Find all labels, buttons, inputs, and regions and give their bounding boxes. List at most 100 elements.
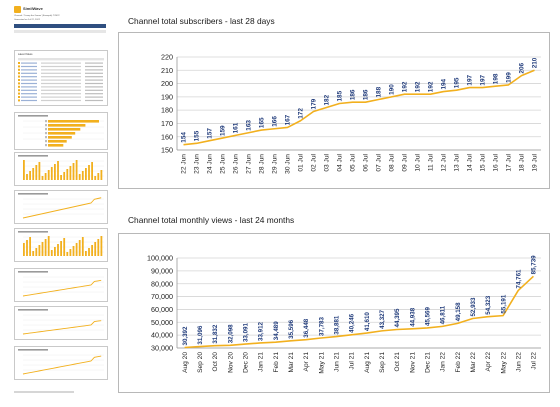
x-tick-label: Oct 20 [212,352,219,372]
x-tick-label: May 22 [500,352,507,374]
chart2-title: Channel total monthly views - last 24 mo… [128,215,295,225]
thumbnail-bar2-svg [18,231,104,256]
thumb-hbar [48,144,64,147]
table-row-values [41,76,81,78]
thumb-label-stub [45,132,47,135]
x-tick-label: Sep 20 [197,352,204,373]
x-tick-label: Aug 20 [182,352,189,373]
table-row-values [41,72,81,74]
data-label: 43,327 [379,309,386,328]
data-label: 185 [337,90,344,101]
thumb-bar [69,166,72,180]
thumb-bar [78,240,81,256]
thumb-title-bar [18,115,48,117]
data-label: 54,323 [485,295,492,314]
thumb-label-stub [45,128,47,131]
data-label: 192 [402,81,409,92]
thumb-bar [66,169,69,180]
thumb-bar [75,160,78,180]
thumbnail-line4-svg [18,349,104,375]
table-row-values [41,79,81,81]
thumb-label-stub [45,120,47,123]
x-tick-label: Jun 22 [515,352,522,372]
table-header-row [18,58,104,61]
table-row-thumb [18,68,20,71]
thumb-bar [29,237,31,256]
x-tick-label: 06 Jul [363,153,370,171]
data-label: 197 [467,74,474,85]
thumb-bar [94,242,97,256]
data-label: 46,811 [440,305,447,324]
table-row-title [21,93,37,95]
x-tick-label: Apr 22 [485,352,492,372]
thumbnail-hbar-svg [18,115,104,147]
report-thumbnail-column: SimilWave Channel: 'Cramp the Gamer' (Ex… [14,6,108,398]
thumb-bar [60,241,62,256]
x-tick-label: 24 Jun [207,154,214,174]
x-tick-label: 12 Jul [441,153,448,171]
data-label: 31,096 [197,325,204,344]
thumbnail-line1-svg [18,193,104,219]
data-label: 166 [272,116,279,127]
x-tick-label: 02 Jul [311,153,318,171]
thumb-bar [97,173,100,180]
thumb-bar [41,242,44,256]
thumb-bar [72,163,75,180]
x-tick-label: May 21 [318,352,325,374]
table-row-date [85,96,103,98]
report-header-line: Channel: 'Cramp the Gamer' (Example) 7/2… [14,15,60,17]
table-row-title [21,99,37,102]
thumb-hbar [48,120,99,123]
thumb-bar [88,248,90,256]
data-label: 45,569 [424,306,431,325]
thumb-title-bar [18,155,48,157]
x-tick-label: 04 Jul [337,153,344,171]
thumb-title-bar [18,271,48,273]
x-tick-label: Sep 21 [379,352,386,373]
data-label: 35,596 [288,319,295,338]
thumb-title-bar [18,193,48,195]
table-row-thumb [18,82,20,85]
data-label: 206 [519,62,526,73]
thumb-bar [60,175,62,180]
table-row-date [85,89,103,91]
data-label: 52,933 [470,297,477,316]
thumbnail-line-chart-2 [14,268,108,302]
table-row-values [41,82,81,85]
thumb-line [22,355,102,375]
data-label: 31,832 [212,324,219,343]
table-row-thumb [18,62,20,64]
thumb-bar [41,176,44,180]
data-label: 194 [441,78,448,89]
report-subheader [14,30,106,33]
thumb-bar [54,247,56,256]
thumb-title-bar [18,231,48,233]
x-tick-label: 08 Jul [389,153,396,171]
data-label: 30,392 [182,326,189,345]
table-row-values [41,86,81,88]
thumb-bar [100,170,103,180]
thumbnail-bar-chart-1 [14,152,108,186]
videos-table-thumbnail: Latest Videos [14,50,108,106]
data-label: 186 [363,89,370,100]
x-tick-label: 29 Jun [272,154,279,174]
videos-table-rows [18,58,104,102]
thumb-hbar [48,132,76,135]
data-label: 161 [233,122,240,133]
table-row-title [21,76,37,78]
y-tick-label: 90,000 [151,266,173,275]
data-label: 192 [415,81,422,92]
data-label: 44,395 [394,308,401,327]
data-label: 179 [311,98,318,109]
data-label: 36,448 [303,318,310,337]
x-tick-label: Dec 21 [424,352,431,373]
data-label: 40,246 [349,313,356,332]
y-tick-label: 200 [161,79,173,88]
thumbnail-line-chart-3 [14,306,108,340]
thumb-bar [69,249,72,256]
x-tick-label: Mar 22 [470,352,477,373]
table-row-thumb [18,99,20,102]
data-label: 182 [324,94,331,105]
data-label: 85,739 [531,255,538,274]
x-tick-label: Mar 21 [288,352,295,373]
